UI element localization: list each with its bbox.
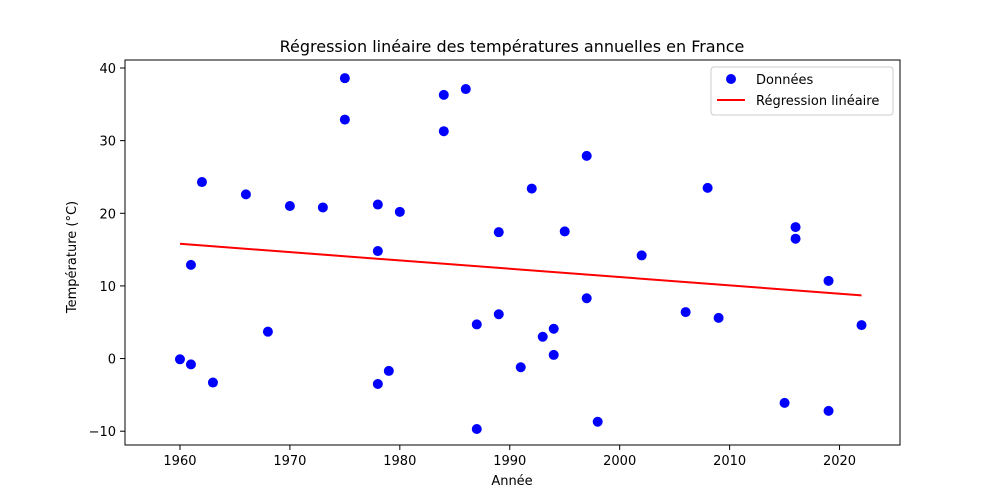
data-point [284, 201, 295, 212]
x-tick-label: 1980 [383, 454, 416, 469]
data-point [460, 84, 471, 95]
data-point [185, 359, 196, 370]
legend-label-data: Données [756, 73, 813, 88]
data-point [823, 405, 834, 416]
data-point [339, 73, 350, 84]
data-point [713, 312, 724, 323]
plot-area [174, 73, 867, 435]
data-point [581, 293, 592, 304]
data-point [394, 206, 405, 217]
data-point [702, 182, 713, 193]
y-tick-label: 0 [108, 353, 116, 368]
data-point [339, 114, 350, 125]
data-point [174, 354, 185, 365]
y-tick-label: 20 [99, 207, 116, 222]
data-point [856, 320, 867, 331]
data-point [471, 424, 482, 435]
x-tick-label: 1960 [163, 454, 196, 469]
plot-frame [124, 59, 901, 446]
legend-frame [710, 66, 894, 116]
data-point [823, 275, 834, 286]
x-tick-label: 2010 [713, 454, 746, 469]
data-point [438, 126, 449, 137]
legend: Données Régression linéaire [710, 66, 894, 116]
data-point [471, 319, 482, 330]
y-tick-label: 10 [99, 280, 116, 295]
x-axis-label: Année [491, 474, 532, 489]
data-point [526, 183, 537, 194]
legend-marker-data [726, 74, 736, 84]
data-point [207, 377, 218, 388]
data-point [317, 202, 328, 213]
x-tick-label: 1970 [273, 454, 306, 469]
data-point [383, 365, 394, 376]
data-point [262, 326, 273, 337]
data-point [790, 233, 801, 244]
data-point [493, 309, 504, 320]
x-tick-label: 2020 [823, 454, 856, 469]
data-point [372, 199, 383, 210]
data-point [559, 226, 570, 237]
data-point [372, 378, 383, 389]
data-point [537, 331, 548, 342]
x-tick-label: 1990 [493, 454, 526, 469]
data-point [581, 150, 592, 161]
data-point [548, 349, 559, 360]
data-point [185, 259, 196, 270]
data-point [240, 189, 251, 200]
data-point [372, 246, 383, 257]
y-tick-label: 40 [99, 62, 116, 77]
axes: 1960 1970 1980 1990 2000 2010 2020 −10 0 10 20 30 40 [89, 59, 901, 469]
data-point [493, 227, 504, 238]
y-tick-label: 30 [99, 135, 116, 150]
data-point [548, 323, 559, 334]
y-tick-label: −10 [89, 425, 116, 440]
data-point [636, 250, 647, 261]
data-point [790, 222, 801, 233]
data-point [680, 307, 691, 318]
chart-title: Régression linéaire des températures ann… [280, 37, 745, 56]
data-point [196, 177, 207, 188]
regression-line [179, 242, 862, 297]
legend-label-regression: Régression linéaire [756, 94, 879, 109]
x-tick-label: 2000 [603, 454, 636, 469]
y-axis-label: Température (°C) [65, 201, 80, 314]
data-point [515, 362, 526, 373]
data-point [438, 89, 449, 100]
data-point [592, 416, 603, 427]
data-point [779, 397, 790, 408]
